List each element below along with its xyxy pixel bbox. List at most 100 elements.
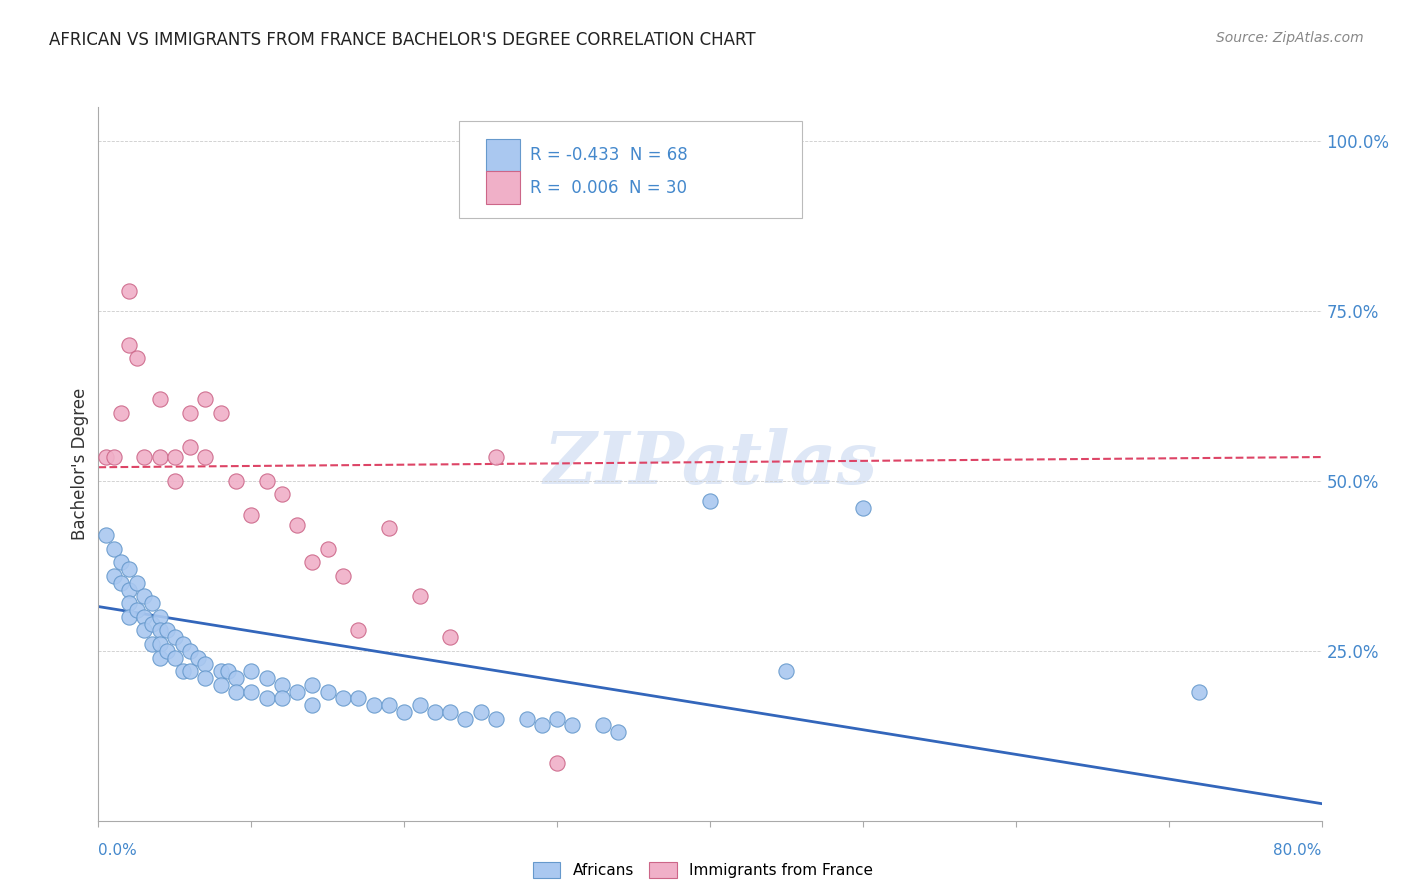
Point xyxy=(530,718,553,732)
Point xyxy=(225,671,247,685)
Point xyxy=(285,684,308,698)
Text: AFRICAN VS IMMIGRANTS FROM FRANCE BACHELOR'S DEGREE CORRELATION CHART: AFRICAN VS IMMIGRANTS FROM FRANCE BACHEL… xyxy=(49,31,756,49)
Point xyxy=(209,664,232,678)
Point xyxy=(270,487,292,501)
Point xyxy=(485,450,508,464)
Point xyxy=(134,624,156,638)
Point xyxy=(172,664,194,678)
Point xyxy=(423,705,446,719)
Point xyxy=(103,541,125,556)
Point xyxy=(332,691,354,706)
Point xyxy=(179,440,201,454)
Bar xyxy=(486,171,520,203)
Point xyxy=(485,712,508,726)
Point xyxy=(240,664,263,678)
Point xyxy=(149,624,172,638)
Point xyxy=(270,691,292,706)
Point xyxy=(316,541,339,556)
Point xyxy=(141,637,163,651)
Point xyxy=(172,637,194,651)
Point xyxy=(187,650,209,665)
Point xyxy=(110,555,132,569)
Point xyxy=(347,624,370,638)
Point xyxy=(316,684,339,698)
Point xyxy=(149,609,172,624)
Point xyxy=(179,664,201,678)
Point xyxy=(392,705,416,719)
Point xyxy=(408,698,430,712)
Point xyxy=(125,351,148,366)
Point xyxy=(408,590,430,604)
Point xyxy=(225,474,247,488)
Point xyxy=(149,450,172,464)
Point xyxy=(110,406,132,420)
Point xyxy=(134,450,156,464)
Text: R =  0.006  N = 30: R = 0.006 N = 30 xyxy=(530,178,688,196)
Point xyxy=(270,678,292,692)
Point xyxy=(118,284,141,298)
Point xyxy=(118,582,141,597)
Point xyxy=(94,528,117,542)
Point xyxy=(125,575,148,590)
Y-axis label: Bachelor's Degree: Bachelor's Degree xyxy=(70,388,89,540)
FancyBboxPatch shape xyxy=(460,121,801,218)
Point xyxy=(301,698,323,712)
Point xyxy=(141,596,163,610)
Point xyxy=(256,474,278,488)
Point xyxy=(194,450,217,464)
Point xyxy=(332,569,354,583)
Point xyxy=(125,603,148,617)
Point xyxy=(378,521,401,535)
Point xyxy=(256,671,278,685)
Point xyxy=(134,609,156,624)
Point xyxy=(163,630,186,644)
Point xyxy=(285,518,308,533)
Point xyxy=(118,609,141,624)
Point xyxy=(439,630,461,644)
Point xyxy=(301,678,323,692)
Point xyxy=(699,494,721,508)
Point xyxy=(301,555,323,569)
Text: Source: ZipAtlas.com: Source: ZipAtlas.com xyxy=(1216,31,1364,45)
Point xyxy=(110,575,132,590)
Point xyxy=(546,712,568,726)
Point xyxy=(775,664,797,678)
Point xyxy=(454,712,477,726)
Bar xyxy=(486,138,520,170)
Point xyxy=(209,678,232,692)
Point xyxy=(217,664,239,678)
Point xyxy=(194,392,217,407)
Point xyxy=(240,508,263,522)
Point xyxy=(163,474,186,488)
Point xyxy=(103,569,125,583)
Point xyxy=(118,562,141,576)
Point xyxy=(118,338,141,352)
Point xyxy=(118,596,141,610)
Point xyxy=(592,718,614,732)
Point xyxy=(94,450,117,464)
Point xyxy=(103,450,125,464)
Text: R = -0.433  N = 68: R = -0.433 N = 68 xyxy=(530,145,688,164)
Point xyxy=(256,691,278,706)
Point xyxy=(607,725,630,739)
Point xyxy=(194,657,217,672)
Point xyxy=(149,650,172,665)
Point xyxy=(134,590,156,604)
Point xyxy=(156,644,179,658)
Point xyxy=(363,698,385,712)
Point xyxy=(156,624,179,638)
Point xyxy=(209,406,232,420)
Point xyxy=(561,718,583,732)
Point xyxy=(852,501,875,516)
Point xyxy=(240,684,263,698)
Point xyxy=(194,671,217,685)
Text: 80.0%: 80.0% xyxy=(1274,843,1322,858)
Point xyxy=(141,616,163,631)
Point xyxy=(546,756,568,770)
Point xyxy=(225,684,247,698)
Point xyxy=(347,691,370,706)
Point xyxy=(439,705,461,719)
Point xyxy=(149,392,172,407)
Point xyxy=(179,406,201,420)
Point xyxy=(149,637,172,651)
